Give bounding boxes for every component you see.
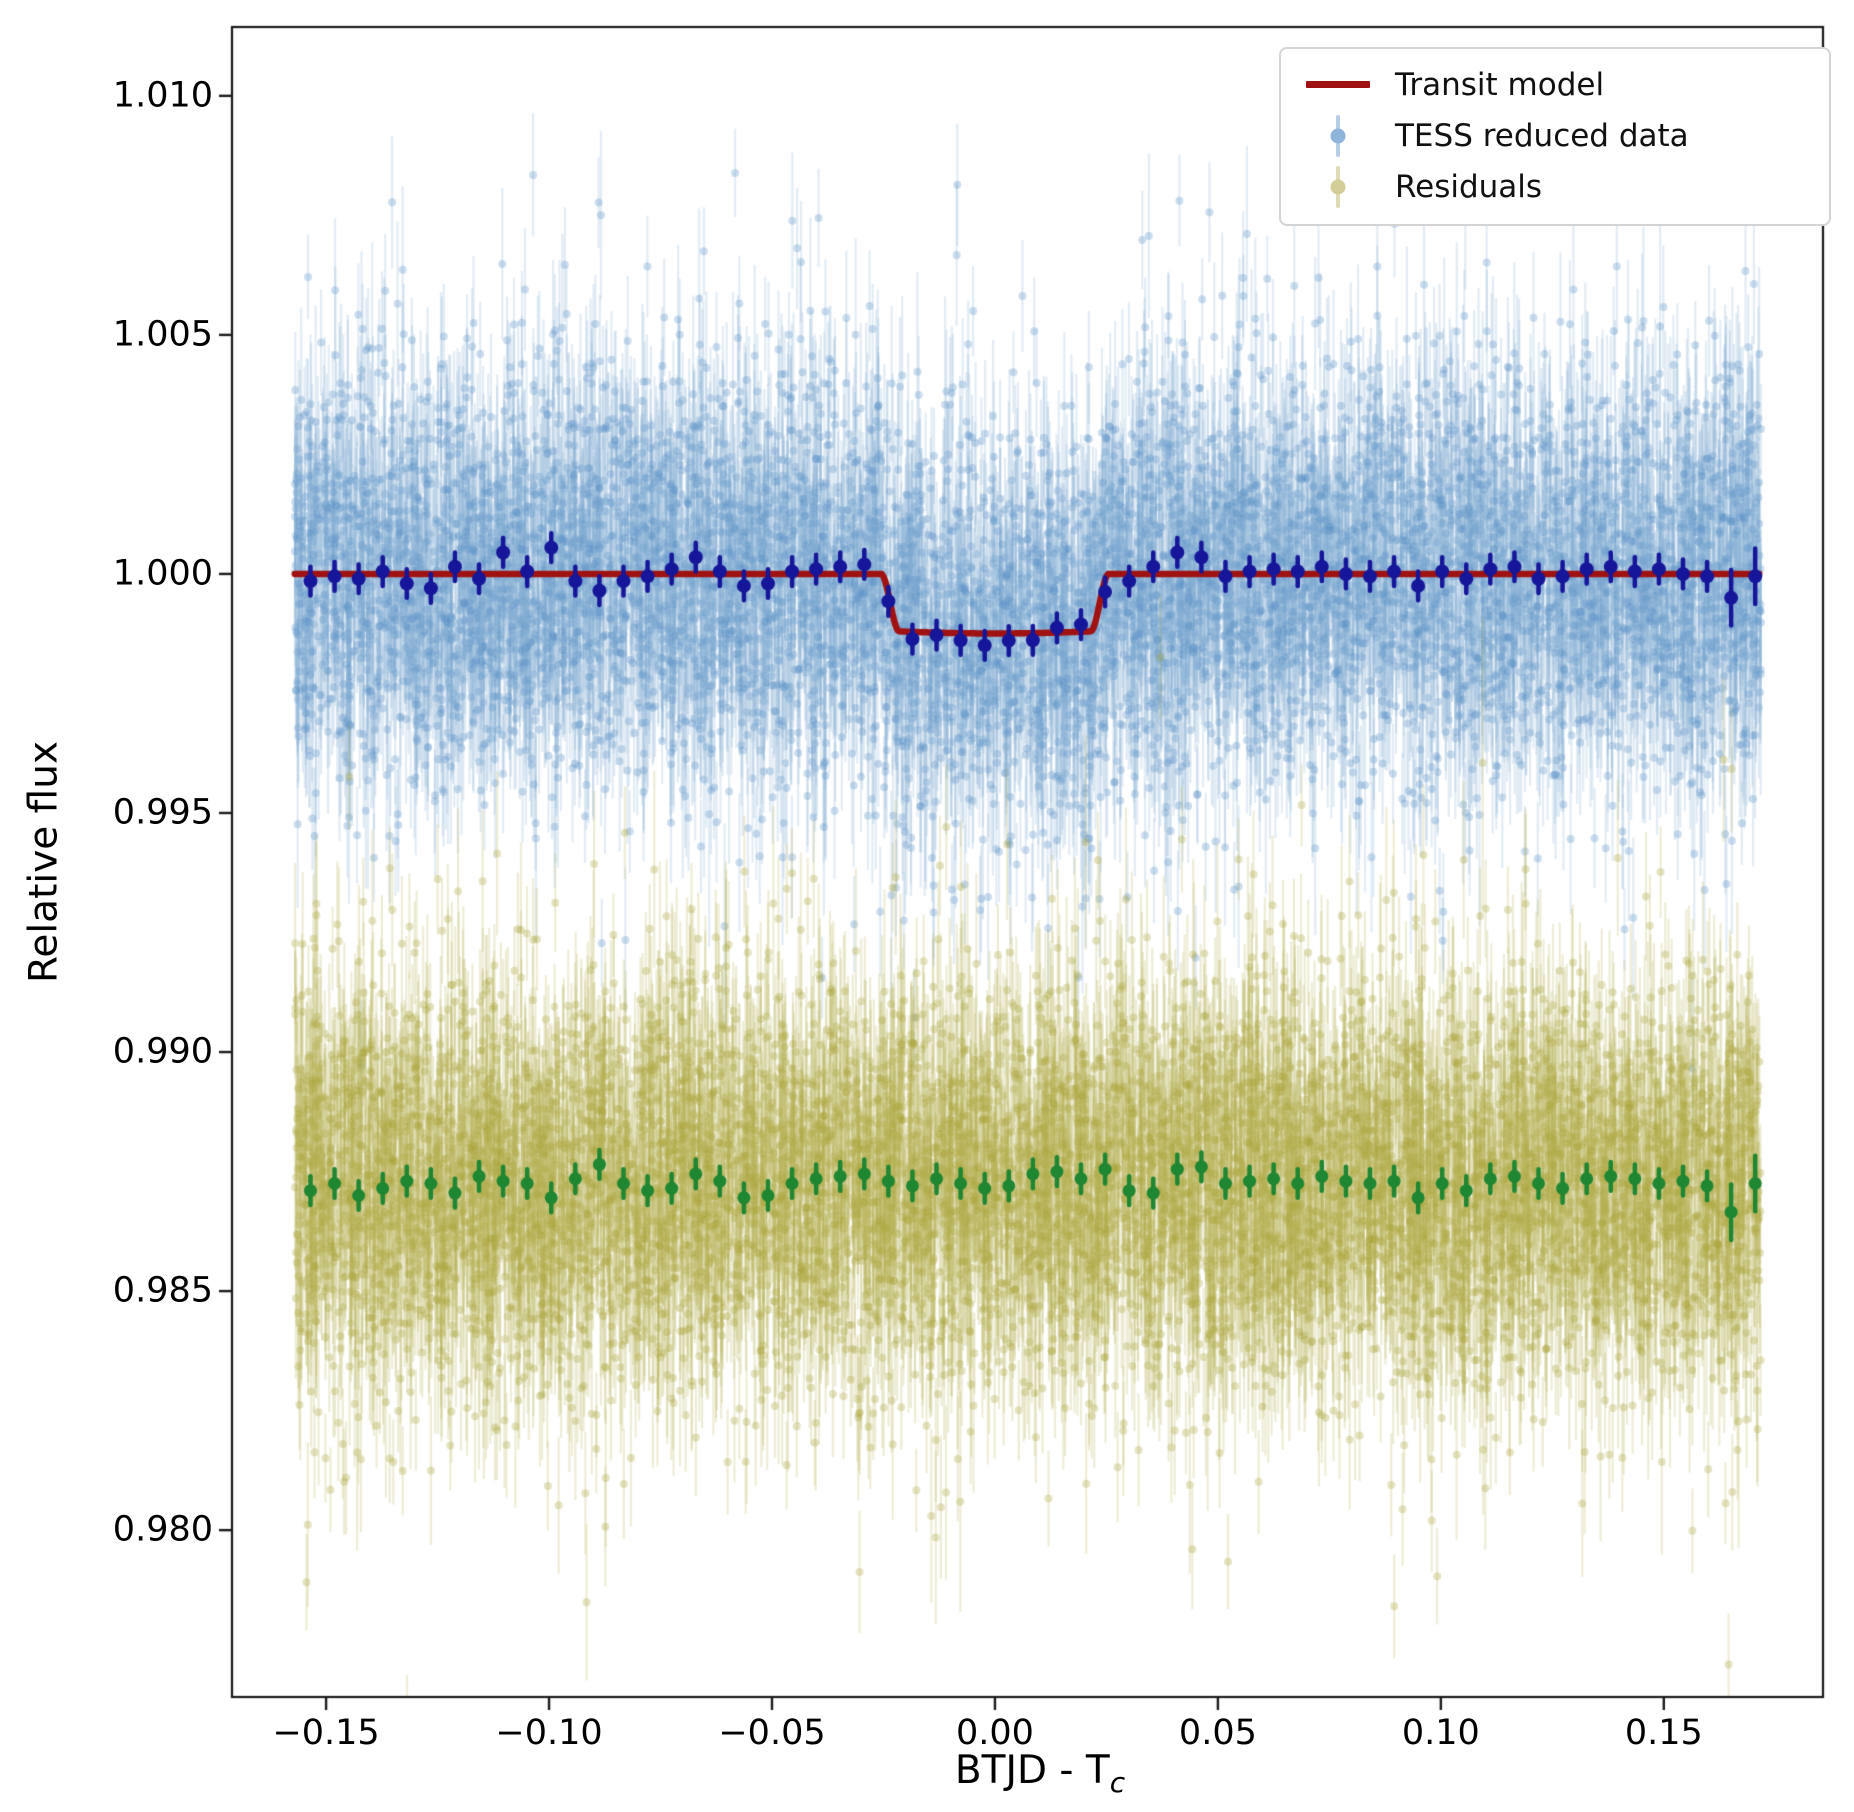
- y-axis-label: Relative flux: [21, 740, 67, 984]
- legend-label: TESS reduced data: [1395, 117, 1689, 154]
- x-tick-label: 0.00: [955, 1713, 1034, 1753]
- residuals-marker-icon: [1295, 164, 1381, 210]
- y-tick-label: 1.000: [112, 553, 213, 594]
- tess-data-marker-icon: [1295, 113, 1381, 159]
- legend-item-tess-data: TESS reduced data: [1295, 110, 1813, 161]
- y-tick-label: 0.995: [112, 792, 213, 833]
- x-axis-label-subscript: c: [1109, 1765, 1126, 1799]
- x-tick-label: −0.05: [718, 1713, 826, 1753]
- legend: Transit model TESS reduced data Residual…: [1279, 47, 1831, 226]
- x-tick-label: 0.10: [1401, 1713, 1480, 1753]
- x-tick-label: −0.10: [495, 1713, 603, 1753]
- x-axis-label: BTJD - Tc: [955, 1748, 1125, 1799]
- y-tick-label: 1.005: [112, 314, 213, 355]
- x-tick-label: 0.15: [1624, 1713, 1703, 1753]
- y-tick-label: 0.980: [112, 1509, 213, 1550]
- x-tick-label: 0.05: [1178, 1713, 1257, 1753]
- legend-item-residuals: Residuals: [1295, 161, 1813, 212]
- x-axis-label-main: BTJD - T: [954, 1748, 1110, 1793]
- x-tick-label: −0.15: [272, 1713, 380, 1753]
- legend-label: Residuals: [1395, 168, 1543, 205]
- y-tick-label: 0.985: [112, 1270, 213, 1311]
- y-tick-label: 1.010: [112, 75, 213, 116]
- y-tick-label: 0.990: [112, 1031, 213, 1072]
- transit-model-line-icon: [1295, 81, 1381, 88]
- legend-label: Transit model: [1395, 66, 1605, 103]
- legend-item-transit-model: Transit model: [1295, 59, 1813, 110]
